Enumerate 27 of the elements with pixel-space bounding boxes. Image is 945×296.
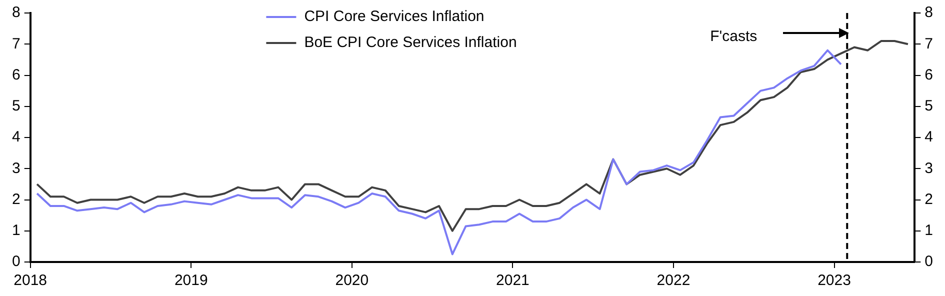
x-tick-label: 2021	[496, 272, 530, 290]
y2-tick-label: 0	[924, 253, 933, 270]
x-tick-label: 2019	[174, 272, 208, 290]
y2-tick-label: 5	[924, 98, 933, 115]
legend-label: CPI Core Services Inflation	[304, 8, 484, 26]
y-tick-label: 1	[12, 222, 20, 240]
y-tick-label: 6	[12, 66, 20, 84]
y-tick-label: 2	[12, 190, 20, 208]
y2-tick-label: 6	[924, 66, 933, 84]
annotation: F'casts	[710, 28, 758, 46]
y2-tick-label: 7	[924, 35, 933, 52]
y2-tick-label: 8	[924, 4, 933, 22]
x-tick-label: 2023	[818, 272, 851, 290]
y2-tick-label: 4	[924, 128, 933, 146]
y2-tick-label: 3	[924, 160, 933, 177]
legend-label: BoE CPI Core Services Inflation	[304, 34, 517, 52]
x-tick-label: 2018	[14, 272, 48, 290]
y-tick-label: 4	[12, 128, 20, 146]
y-tick-label: 8	[12, 4, 20, 22]
y-tick-label: 3	[12, 160, 20, 177]
y2-tick-label: 2	[924, 190, 933, 208]
y-tick-label: 5	[12, 98, 20, 115]
y-tick-label: 7	[12, 35, 20, 52]
x-tick-label: 2022	[656, 272, 690, 290]
y2-tick-label: 1	[924, 222, 933, 240]
x-tick-label: 2020	[335, 272, 369, 290]
y-tick-label: 0	[12, 253, 20, 270]
